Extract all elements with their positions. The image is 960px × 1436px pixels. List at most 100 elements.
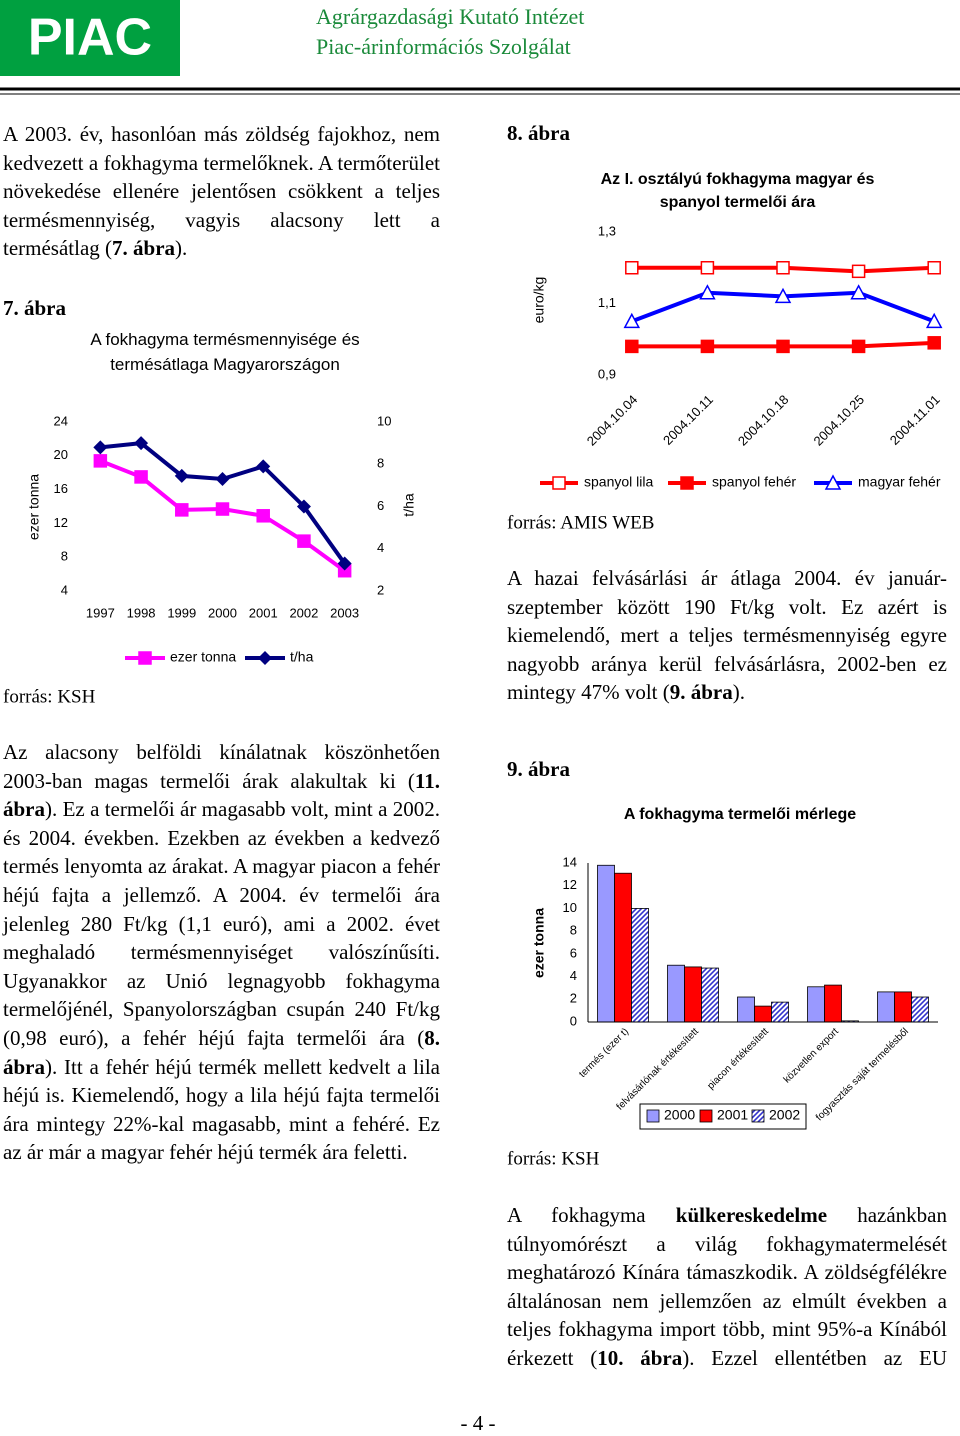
x-tick-label: 2004.10.11 <box>660 392 716 448</box>
point <box>927 261 941 275</box>
point <box>927 336 941 350</box>
legend-swatch <box>751 1109 765 1123</box>
point <box>699 284 716 300</box>
x-tick-label: termés (ezer t) <box>577 1026 631 1080</box>
point <box>623 312 641 329</box>
point <box>256 509 270 523</box>
y-axis-label: ezer tonna <box>26 474 42 540</box>
point <box>851 264 866 279</box>
x-tick-label: 2003 <box>330 605 359 620</box>
bar <box>911 996 929 1023</box>
y-tick-label: 2 <box>570 991 577 1006</box>
figure-label: 8. ábra <box>507 121 571 145</box>
bar <box>667 964 685 1023</box>
legend-label: spanyol lila <box>584 474 653 490</box>
point <box>175 503 189 517</box>
y-tick-label: 10 <box>563 900 577 915</box>
bar <box>597 864 615 1023</box>
y-tick-label: 4 <box>570 968 577 983</box>
chart-title: A fokhagyma termelői mérlege <box>623 806 857 823</box>
point <box>93 440 108 455</box>
service: Piac-árinformációs Szolgálat <box>316 34 571 59</box>
y-tick-label: 4 <box>61 582 68 597</box>
source: forrás: KSH <box>3 686 96 707</box>
y-tick-label: 12 <box>54 515 68 530</box>
point <box>215 502 230 516</box>
point <box>93 454 108 468</box>
logo: PIAC <box>28 9 152 67</box>
y2-tick-label: 2 <box>377 582 384 597</box>
legend-marker <box>824 474 842 490</box>
point <box>215 472 230 487</box>
legend-marker <box>552 476 566 490</box>
legend-marker <box>258 651 272 665</box>
point <box>296 499 311 514</box>
x-tick-label: közvetlen export <box>782 1026 841 1085</box>
text-run: A hazai felvásárlási ár átlaga 2004. év … <box>507 566 947 705</box>
x-tick-label: 2002 <box>289 605 318 620</box>
y2-tick-label: 10 <box>377 413 391 428</box>
x-tick-label: piacon értékesített <box>705 1026 771 1092</box>
legend-swatch <box>699 1109 713 1123</box>
legend-label: t/ha <box>290 649 314 665</box>
point <box>850 284 867 300</box>
point <box>925 312 943 329</box>
legend-label: magyar fehér <box>858 474 941 490</box>
bar <box>877 991 895 1023</box>
bar <box>894 991 912 1023</box>
bar <box>614 872 632 1023</box>
point <box>337 556 352 571</box>
y2-tick-label: 6 <box>377 498 384 513</box>
point <box>174 468 189 483</box>
text-run: külkereskedelme <box>675 1203 828 1227</box>
legend-label: ezer tonna <box>170 649 236 665</box>
y2-axis-label: t/ha <box>401 493 417 517</box>
bar <box>754 1005 772 1023</box>
bar <box>771 1001 789 1023</box>
paragraph: A fokhagyma külkereskedelme hazánkban tú… <box>507 1201 947 1373</box>
y-tick-label: 1,3 <box>598 223 616 238</box>
y-tick-label: 8 <box>61 549 68 564</box>
y-tick-label: 0,9 <box>598 366 616 381</box>
point <box>774 287 792 304</box>
point <box>851 339 866 354</box>
text-run: 8. ábra <box>3 1025 440 1079</box>
bar <box>807 986 825 1023</box>
text-run: 11. ábra <box>3 768 440 822</box>
text-run: ). Itt a fehér héjú termék mellett kedve… <box>3 1054 440 1165</box>
y-tick-label: 20 <box>54 447 68 462</box>
source: forrás: KSH <box>507 1148 600 1169</box>
y-tick-label: 1,1 <box>598 295 616 310</box>
point <box>776 339 790 354</box>
point <box>134 470 148 484</box>
bar <box>631 908 649 1023</box>
point <box>134 436 149 451</box>
y2-tick-label: 4 <box>377 540 384 555</box>
text-run: Az alacsony belföldi kínálatnak köszönhe… <box>3 740 440 793</box>
x-tick-label: 1997 <box>86 605 115 620</box>
source: forrás: AMIS WEB <box>507 512 654 533</box>
logo-box <box>0 0 180 76</box>
bar <box>737 996 755 1023</box>
legend-label: 2001 <box>717 1107 748 1123</box>
legend-marker <box>138 651 152 665</box>
y-tick-label: 16 <box>54 481 68 496</box>
point <box>297 534 311 548</box>
point <box>625 261 639 275</box>
paragraph: A 2003. év, hasonlóan más zöldség fajokh… <box>3 120 440 263</box>
point <box>700 261 715 275</box>
text-run: A 2003. év, hasonlóan más zöldség fajokh… <box>3 122 440 261</box>
legend-swatch <box>646 1109 660 1123</box>
text-run: 9. ábra <box>669 680 733 705</box>
y-tick-label: 8 <box>570 923 577 938</box>
x-tick-label: 2004.11.01 <box>887 392 943 448</box>
y2-tick-label: 8 <box>377 456 384 471</box>
legend-label: spanyol fehér <box>712 474 796 490</box>
x-tick-label: 2000 <box>208 605 237 620</box>
text-run: hazánkban túlnyomórészt a világ fokhagym… <box>507 1203 947 1370</box>
figure-label: 9. ábra <box>507 757 571 781</box>
text-run: ). Ezzel ellentétben az EU <box>682 1345 947 1370</box>
x-tick-label: 2004.10.18 <box>735 392 792 449</box>
legend-label: 2002 <box>769 1107 800 1123</box>
